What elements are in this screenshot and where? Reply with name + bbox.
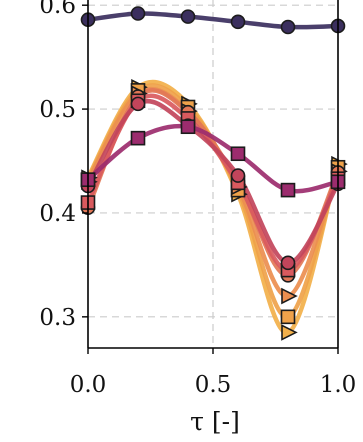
y-tick-label: 0.4 — [39, 201, 76, 227]
tick-labels: 0.0 0.5 1.0 0.3 0.4 0.5 0.6 — [39, 0, 356, 398]
data-point — [130, 130, 146, 146]
data-point — [230, 14, 246, 30]
x-tick-label: 0.5 — [195, 372, 232, 398]
data-point — [281, 324, 298, 341]
data-point — [130, 6, 146, 21]
data-point — [180, 9, 196, 24]
y-tick-label: 0.5 — [39, 97, 76, 123]
data-point — [281, 287, 298, 305]
data-point — [280, 19, 296, 35]
x-axis-title: τ [-] — [190, 407, 240, 436]
x-tick-label: 0.0 — [70, 372, 107, 398]
grid — [88, 0, 338, 348]
data-point — [180, 119, 196, 135]
y-tick-label: 0.3 — [39, 305, 76, 331]
axes — [82, 0, 339, 354]
data-point — [280, 255, 296, 271]
data-point — [230, 146, 246, 162]
marker-group — [80, 6, 348, 341]
data-point — [280, 182, 296, 198]
data-point — [230, 168, 246, 183]
data-point — [130, 96, 146, 112]
x-tick-label: 1.0 — [320, 372, 357, 398]
data-point — [280, 309, 296, 325]
y-tick-label: 0.6 — [39, 0, 76, 19]
